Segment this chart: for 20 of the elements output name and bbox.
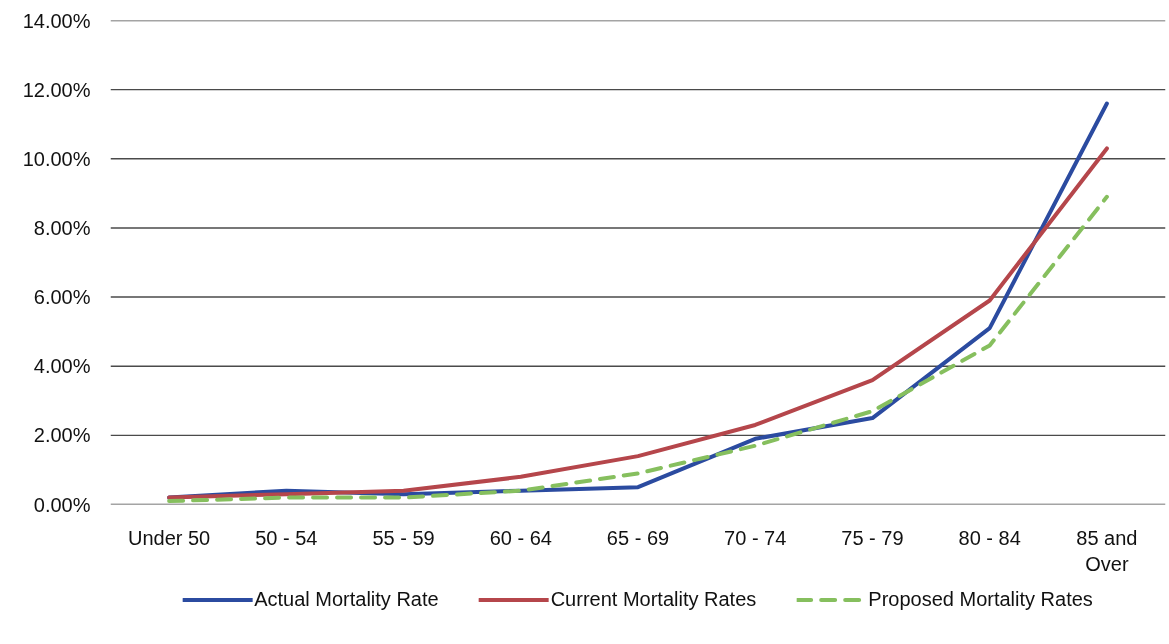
y-tick-label: 0.00% [33,493,91,516]
x-tick-label: 80 - 84 [958,526,1021,549]
legend-label: Actual Mortality Rate [254,587,439,611]
x-tick-label: 50 - 54 [255,526,318,549]
y-tick-label: 12.00% [22,78,91,101]
x-tick-label: 60 - 64 [489,526,552,549]
x-tick-label: Under 50 [127,526,211,549]
x-tick-label: 65 - 69 [606,526,670,549]
x-tick-label: 70 - 74 [724,526,787,549]
x-tick-label: 85 and Over [1076,526,1138,575]
legend-label: Proposed Mortality Rates [868,587,1093,611]
x-tick-label: 75 - 79 [841,526,904,549]
x-tick-label: 55 - 59 [372,526,435,549]
y-tick-label: 8.00% [33,216,91,239]
y-tick-label: 2.00% [33,424,91,447]
y-tick-label: 4.00% [33,355,91,378]
y-tick-label: 6.00% [33,286,91,309]
legend-label: Current Mortality Rates [550,587,757,611]
y-tick-label: 10.00% [22,147,91,170]
y-tick-label: 14.00% [22,9,91,32]
